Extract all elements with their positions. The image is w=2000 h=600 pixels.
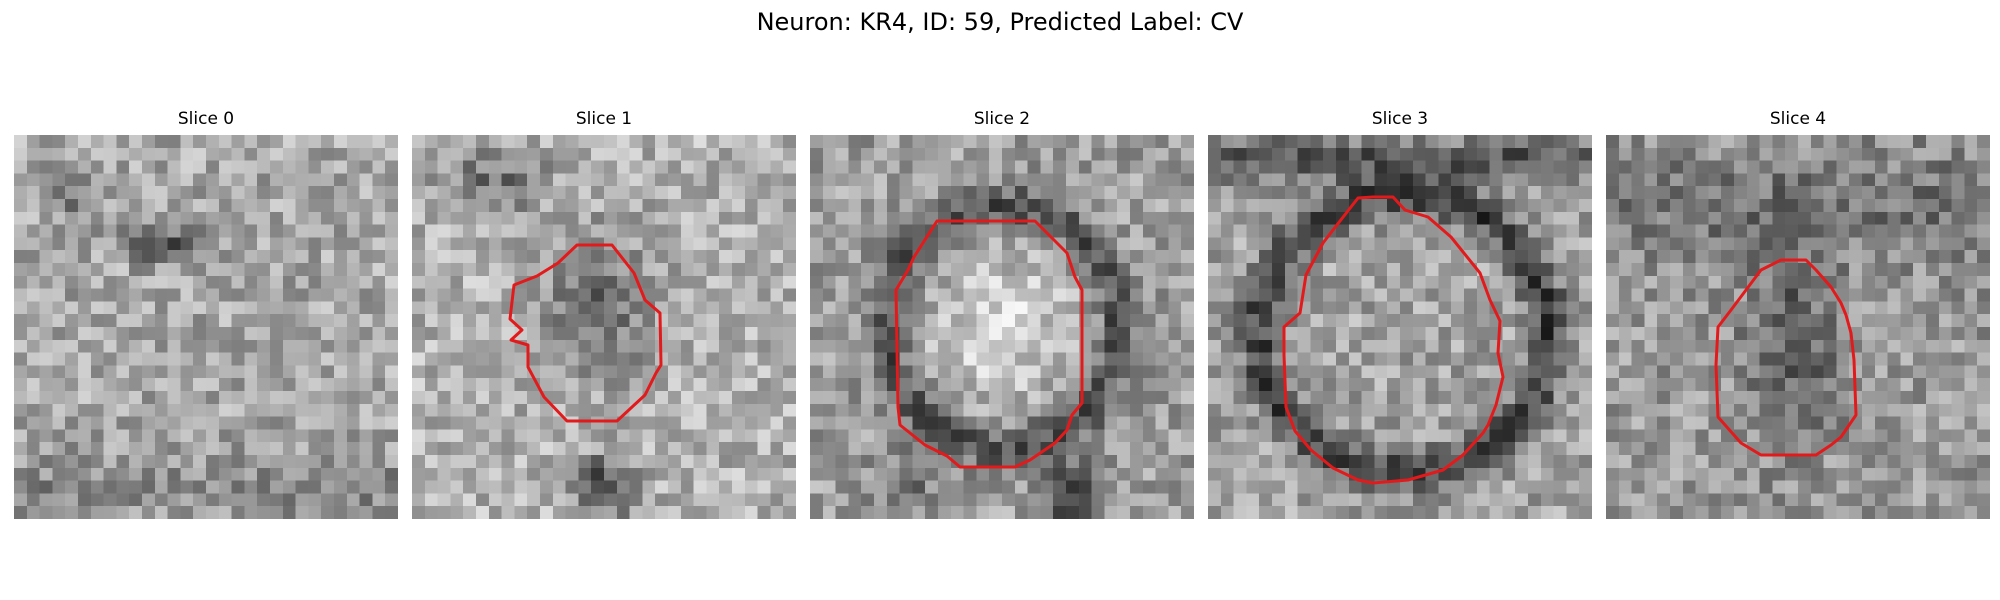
slice-panel-3: Slice 3	[1208, 108, 1592, 519]
slice-image-0	[14, 135, 398, 519]
segmentation-contour	[894, 219, 1084, 469]
segmentation-contour	[508, 243, 663, 423]
slice-image-1	[412, 135, 796, 519]
segmentation-contour	[1714, 258, 1858, 457]
slice-image-4	[1606, 135, 1990, 519]
slice-title: Slice 3	[1371, 109, 1429, 129]
slice-panel-4: Slice 4	[1606, 108, 1990, 519]
slice-title: Slice 2	[973, 109, 1031, 129]
slice-title: Slice 4	[1769, 109, 1827, 129]
slice-title: Slice 0	[177, 109, 235, 129]
segmentation-contour	[1282, 195, 1505, 485]
slice-panel-2: Slice 2	[810, 108, 1194, 519]
slice-image-2	[810, 135, 1194, 519]
slice-title: Slice 1	[575, 109, 633, 129]
slice-panel-0: Slice 0	[14, 108, 398, 519]
slice-image-3	[1208, 135, 1592, 519]
slice-panel-1: Slice 1	[412, 108, 796, 519]
figure-title: Neuron: KR4, ID: 59, Predicted Label: CV	[756, 8, 1244, 36]
